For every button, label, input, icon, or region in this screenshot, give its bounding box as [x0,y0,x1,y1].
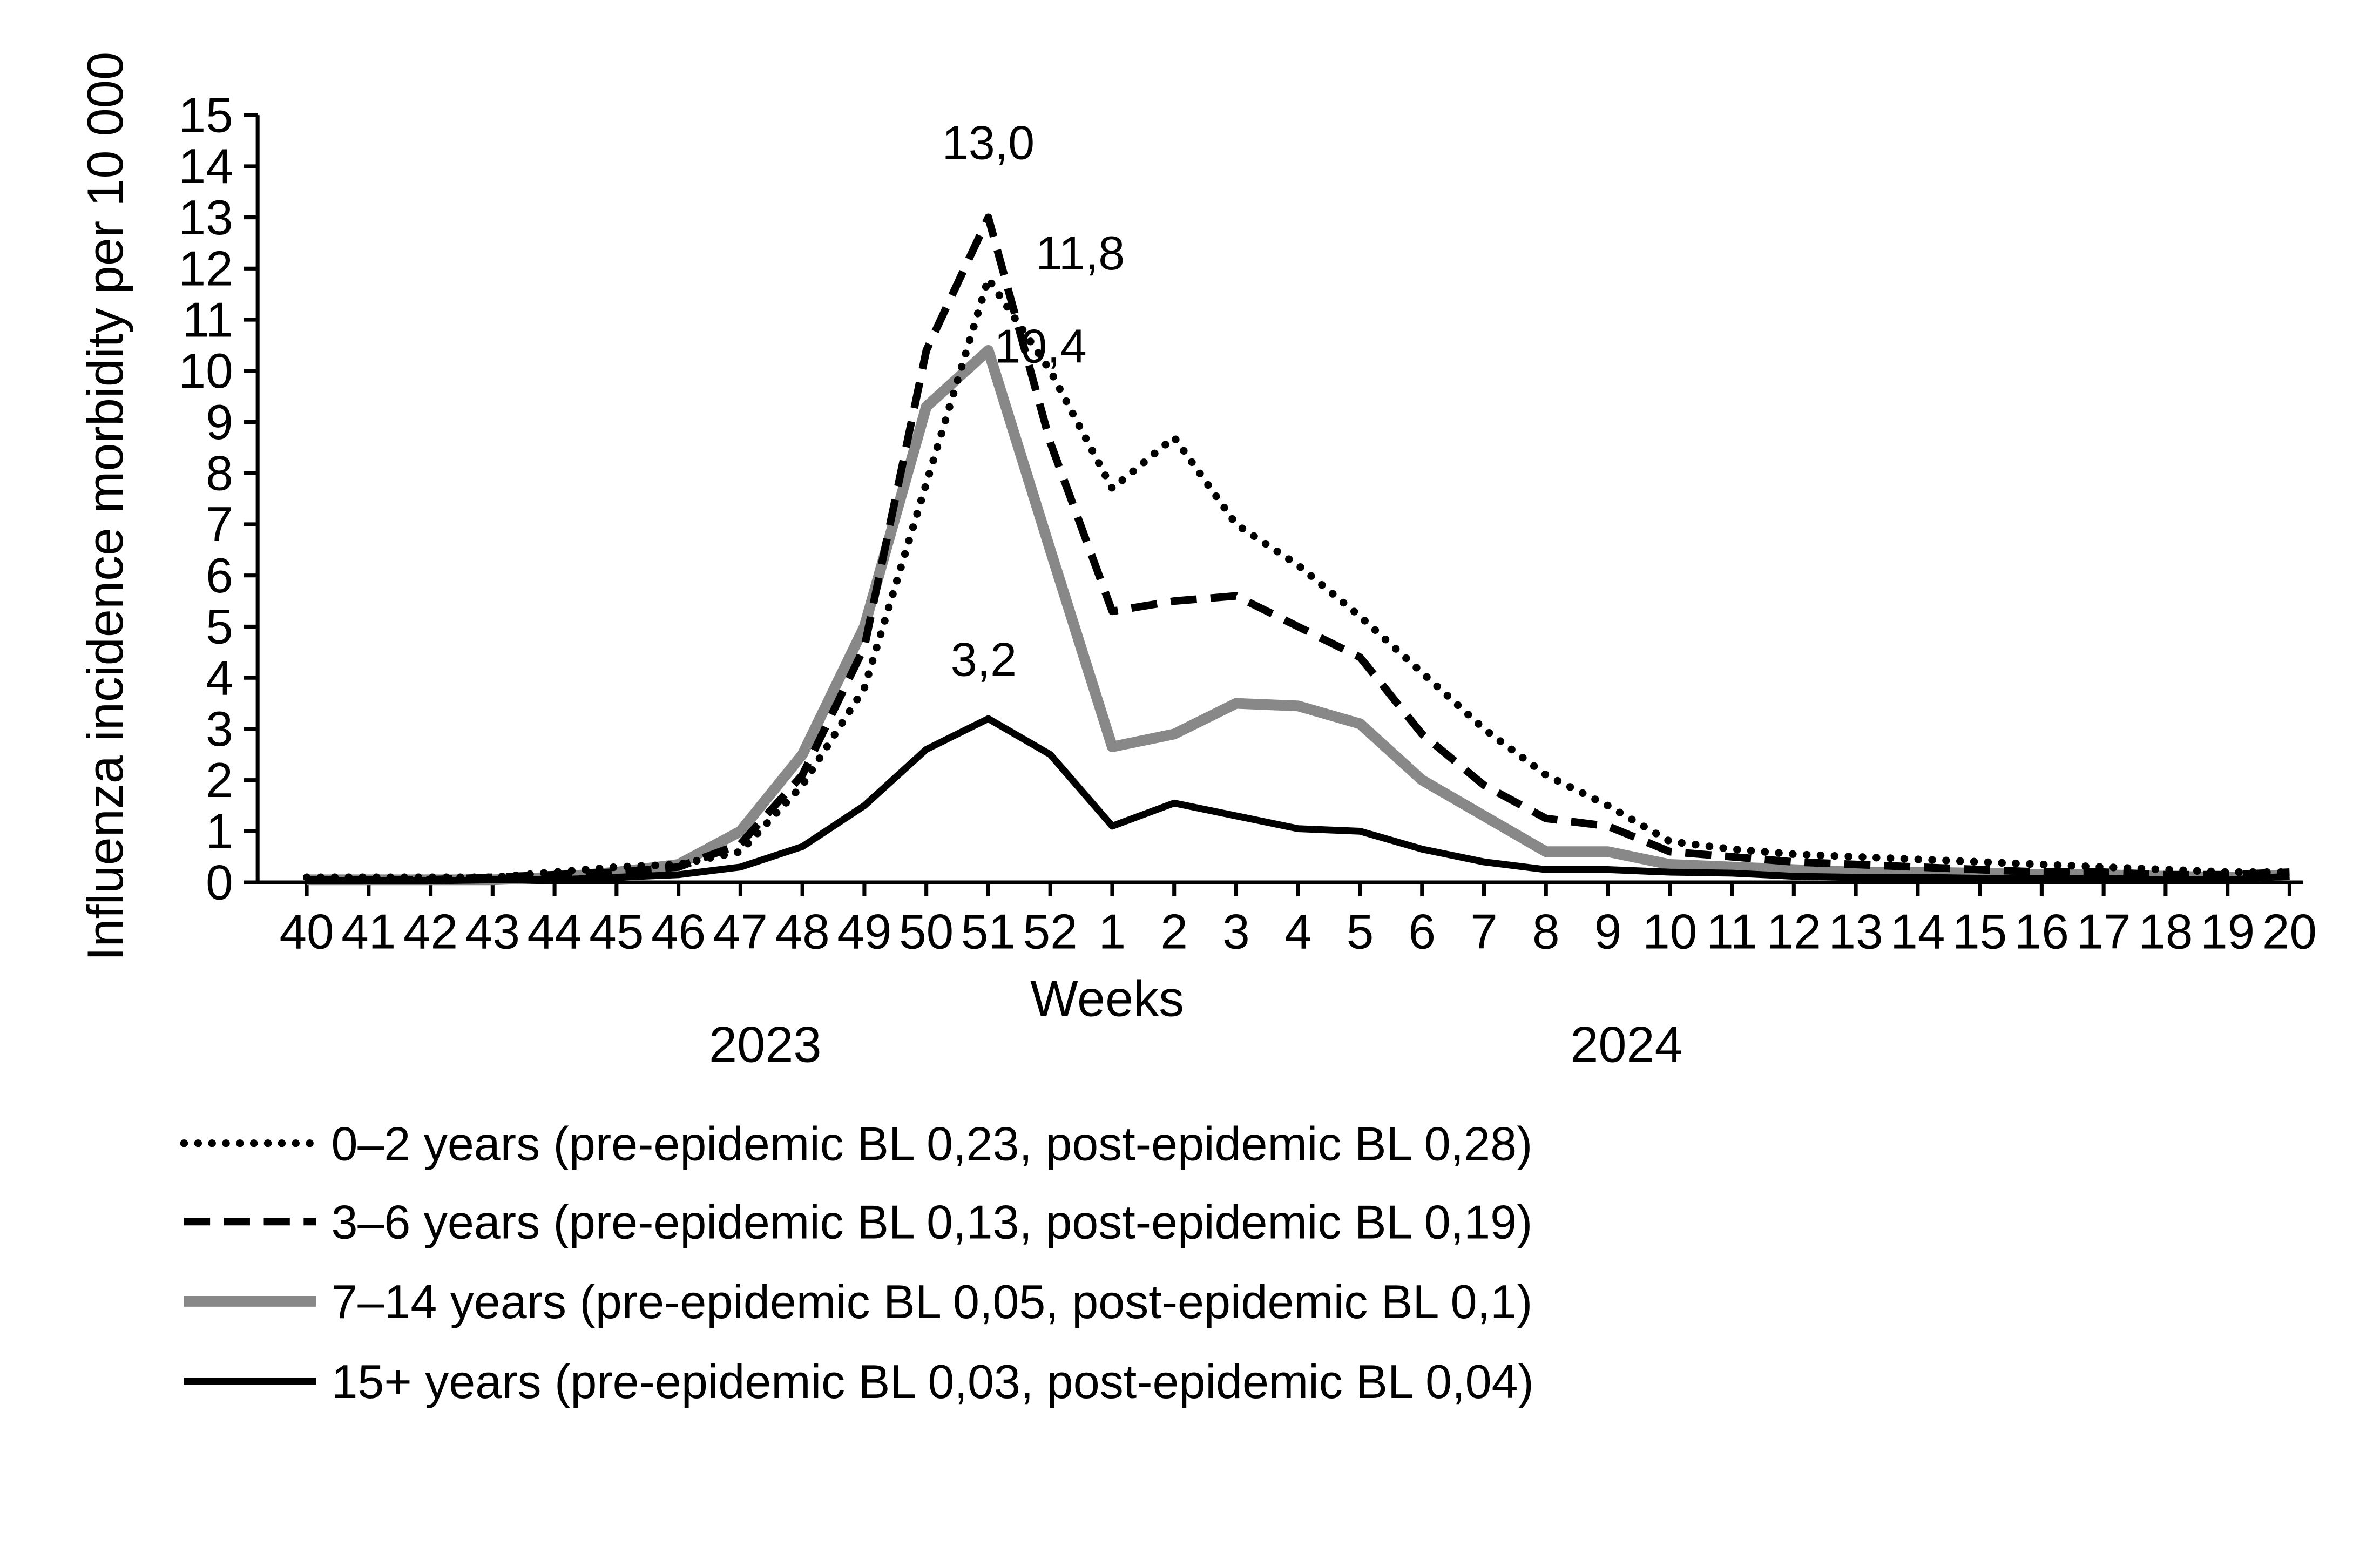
legend-item-15plus-years: 15+ years (pre-epidemic BL 0,03, post-ep… [184,1355,1534,1408]
legend: 0–2 years (pre-epidemic BL 0,23, post-ep… [180,1117,1534,1408]
x-tick-label: 1 [1099,904,1126,959]
x-tick-label: 6 [1408,904,1436,959]
x-tick-label: 46 [651,904,706,959]
y-tick-label: 0 [206,855,233,910]
series-line-1 [307,213,2290,884]
y-tick-label: 4 [206,651,233,705]
x-tick-label: 42 [403,904,458,959]
x-tick-label: 45 [589,904,644,959]
x-tick-label: 11 [1706,904,1757,959]
x-tick-label: 20 [2262,904,2317,959]
x-tick-label: 16 [2014,904,2069,959]
x-tick-label: 52 [1023,904,1078,959]
y-tick-label: 1 [206,805,233,859]
x-tick-label: 19 [2200,904,2255,959]
x-tick-label: 7 [1470,904,1498,959]
y-tick-label: 13 [179,191,233,245]
x-tick-label: 41 [341,904,396,959]
year-label: 2023 [709,1016,822,1073]
x-tick-label: 10 [1642,904,1697,959]
x-tick-label: 51 [961,904,1016,959]
x-tick-label: 50 [899,904,954,959]
data-label: 13,0 [942,116,1035,170]
year-label: 2024 [1570,1016,1683,1073]
y-tick-label: 14 [179,139,233,194]
x-tick-label: 47 [713,904,768,959]
x-tick-label: 15 [1952,904,2007,959]
y-tick-label: 8 [206,446,233,501]
x-tick-label: 2 [1160,904,1188,959]
legend-item-3-6-years: 3–6 years (pre-epidemic BL 0,13, post-ep… [184,1195,1532,1248]
x-axis-title: Weeks [1030,970,1184,1027]
series-line-2 [307,345,2290,886]
x-tick-label: 4 [1284,904,1312,959]
x-tick-label: 40 [279,904,334,959]
y-tick-label: 12 [179,242,233,296]
x-tick-label: 3 [1222,904,1250,959]
data-label: 10,4 [994,320,1086,373]
x-tick-label: 9 [1594,904,1622,959]
y-tick-label: 2 [206,753,233,808]
legend-item-0-2-years: 0–2 years (pre-epidemic BL 0,23, post-ep… [180,1117,1532,1170]
x-tick-label: 44 [528,904,582,959]
x-tick-label: 17 [2077,904,2131,959]
y-tick-label: 15 [179,88,233,143]
x-tick-label: 49 [837,904,891,959]
y-tick-label: 9 [206,395,233,450]
legend-item-7-14-years: 7–14 years (pre-epidemic BL 0,05, post-e… [184,1275,1532,1328]
y-tick-label: 10 [179,344,233,399]
series-line-0 [302,275,2294,881]
x-tick-label: 14 [1890,904,1945,959]
legend-label-3-6-years: 3–6 years (pre-epidemic BL 0,13, post-ep… [331,1195,1532,1248]
y-tick-label: 11 [182,293,233,347]
x-tick-label: 5 [1347,904,1374,959]
x-tick-label: 13 [1829,904,1883,959]
x-tick-label: 48 [775,904,830,959]
y-axis-title: Influenza incidence morbidity per 10 000 [77,52,133,961]
y-tick-label: 7 [206,497,233,552]
x-tick-label: 8 [1532,904,1560,959]
x-tick-label: 18 [2138,904,2193,959]
y-tick-label: 6 [206,549,233,603]
legend-label-7-14-years: 7–14 years (pre-epidemic BL 0,05, post-e… [331,1275,1532,1328]
x-tick-label: 43 [465,904,520,959]
legend-label-15plus-years: 15+ years (pre-epidemic BL 0,03, post-ep… [331,1355,1533,1408]
data-label: 3,2 [951,632,1017,686]
series-line-3 [307,715,2290,884]
y-tick-label: 3 [206,702,233,757]
x-tick-label: 12 [1767,904,1821,959]
y-tick-label: 5 [206,600,233,654]
data-label: 11,8 [1036,226,1125,280]
legend-label-0-2-years: 0–2 years (pre-epidemic BL 0,23, post-ep… [331,1117,1532,1170]
